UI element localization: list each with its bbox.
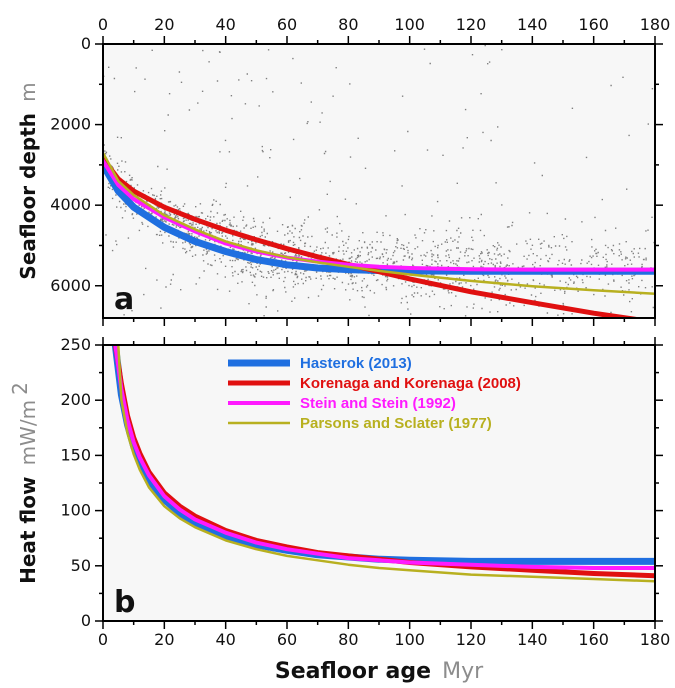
panel-a-letter: a [114, 282, 134, 317]
x-tick-label: 40 [215, 15, 235, 34]
y-tick-label: 0 [81, 34, 91, 53]
y-tick-label: 200 [60, 390, 91, 409]
panel-b: 0 20 40 60 80 100 120 140 160 180 0 50 100 150 200 250… [8, 335, 670, 684]
x-tick-label: 180 [640, 630, 671, 649]
panel-a-y-ticks: 0 2000 4000 6000 [50, 34, 663, 295]
panel-b-background [103, 345, 655, 621]
x-axis-label: Seafloor age Myr [275, 659, 484, 684]
y-tick-label: 150 [60, 445, 91, 464]
x-tick-label: 80 [338, 15, 358, 34]
y-tick-label: 250 [60, 335, 91, 354]
y-tick-label: 0 [81, 611, 91, 630]
legend: Hasterok (2013) Korenaga and Korenaga (20… [228, 355, 521, 432]
x-tick-label: 180 [640, 15, 671, 34]
panel-b-y-axis-label: Heat flow mW/m 2 [8, 382, 40, 584]
x-tick-label: 100 [394, 15, 425, 34]
y-tick-label: 2000 [50, 115, 91, 134]
x-tick-label: 100 [394, 630, 425, 649]
panel-b-letter: b [114, 585, 135, 620]
x-tick-label: 140 [517, 15, 548, 34]
panel-b-y-label-unit-superscript: 2 [8, 382, 32, 395]
x-axis-label-unit: Myr [442, 659, 484, 684]
panel-b-y-label-unit: mW/m [16, 400, 40, 465]
legend-label: Stein and Stein (1992) [300, 395, 456, 412]
y-tick-label: 6000 [50, 276, 91, 295]
x-tick-label: 60 [277, 15, 297, 34]
panel-b-y-ticks: 0 50 100 150 200 250 [60, 335, 663, 630]
y-tick-label: 100 [60, 501, 91, 520]
x-tick-label: 20 [154, 15, 174, 34]
panel-a-y-axis-label: Seafloor depth m [16, 82, 40, 279]
x-axis-label-text: Seafloor age [275, 659, 431, 684]
depth-curve-4 [103, 151, 655, 296]
panel-a-top-x-ticks: 0 20 40 60 80 100 120 140 160 180 [98, 15, 670, 326]
x-tick-label: 120 [456, 630, 487, 649]
legend-label: Korenaga and Korenaga (2008) [300, 375, 521, 392]
x-tick-label: 60 [277, 630, 297, 649]
legend-label: Parsons and Sclater (1977) [300, 415, 492, 432]
panel-a-y-label-text: Seafloor depth [16, 113, 40, 280]
panel-b-y-label-text: Heat flow [16, 477, 40, 584]
panel-a-model-curves [103, 151, 655, 318]
panel-b-model-curves [111, 345, 655, 583]
x-tick-label: 80 [338, 630, 358, 649]
y-tick-label: 4000 [50, 195, 91, 214]
legend-label: Hasterok (2013) [300, 355, 412, 372]
x-tick-label: 0 [98, 15, 108, 34]
x-tick-label: 160 [578, 15, 609, 34]
depth-curve-2 [103, 156, 642, 318]
heatflow-curve-4 [117, 345, 655, 583]
heatflow-curve-3 [113, 345, 655, 570]
y-tick-label: 50 [71, 556, 91, 575]
x-tick-label: 40 [215, 630, 235, 649]
panel-b-x-ticks: 0 20 40 60 80 100 120 140 160 180 [98, 337, 670, 649]
panel-a-background [103, 44, 655, 318]
x-tick-label: 140 [517, 630, 548, 649]
panel-a: 0 20 40 60 80 100 120 140 160 180 0 2000 4000 6000 a… [16, 15, 670, 326]
x-tick-label: 120 [456, 15, 487, 34]
x-tick-label: 0 [98, 630, 108, 649]
panel-a-y-label-unit: m [16, 82, 40, 101]
x-tick-label: 160 [578, 630, 609, 649]
x-tick-label: 20 [154, 630, 174, 649]
